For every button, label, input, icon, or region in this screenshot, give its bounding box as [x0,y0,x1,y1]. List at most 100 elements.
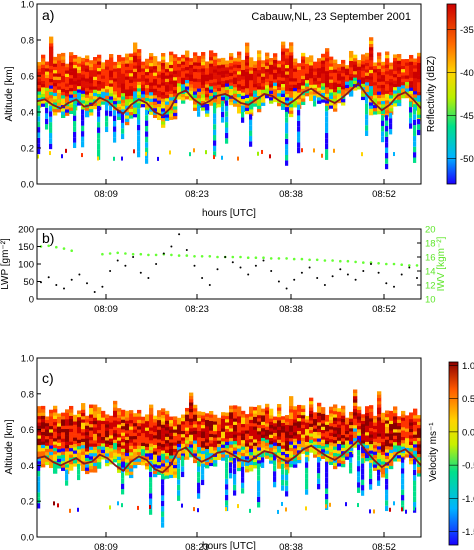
heatmap-cell [137,413,142,417]
heatmap-cell [157,64,162,69]
heatmap-cell [117,67,122,72]
heatmap-cell [209,50,214,54]
heatmap-cell [249,73,254,78]
heatmap-cell [145,104,150,108]
heatmap-cell [321,86,326,90]
heatmap-cell [209,79,214,84]
heatmap-cell [417,75,422,80]
heatmap-cell [169,455,174,459]
heatmap-cell [101,414,106,418]
heatmap-cell [393,501,395,506]
heatmap-cell [45,113,49,119]
heatmap-cell [325,61,330,65]
heatmap-cell [373,509,375,514]
heatmap-cell [141,71,146,75]
heatmap-cell [113,126,117,132]
heatmap-cell [85,55,90,59]
heatmap-cell [145,68,150,73]
heatmap-cell [273,455,277,461]
heatmap-cell [297,76,302,80]
heatmap-cell [133,426,138,430]
heatmap-cell [209,420,214,425]
heatmap-cell [297,456,302,460]
heatmap-cell [321,423,326,427]
heatmap-cell [225,89,230,94]
heatmap-cell [141,455,146,459]
heatmap-cell [129,82,134,87]
heatmap-cell [353,77,358,81]
heatmap-cell [37,105,41,111]
heatmap-cell [245,87,250,92]
panel-a-ylabel: Altitude [km] [4,66,15,121]
heatmap-cell [241,414,246,418]
heatmap-cell [245,91,250,95]
heatmap-cell [369,418,374,422]
heatmap-cell [97,439,102,443]
heatmap-cell [41,83,46,88]
heatmap-cell [409,77,414,82]
heatmap-cell [401,500,405,506]
heatmap-cell [225,473,229,479]
heatmap-cell [41,74,46,78]
heatmap-cell [57,419,62,424]
heatmap-cell [133,65,138,69]
heatmap-cell [389,417,394,421]
heatmap-cell [269,440,274,445]
heatmap-cell [193,52,198,56]
heatmap-cell [361,80,366,84]
heatmap-cell [157,435,162,440]
heatmap-cell [101,443,106,447]
heatmap-cell [37,497,41,504]
heatmap-cell [245,449,250,454]
heatmap-cell [57,416,62,421]
heatmap-cell [289,55,294,59]
heatmap-cell [145,430,150,435]
heatmap-cell [129,471,134,475]
heatmap-cell [357,435,362,439]
heatmap-cell [285,431,290,435]
heatmap-cell [113,439,118,444]
heatmap-cell [345,502,347,507]
heatmap-cell [341,92,346,96]
heatmap-cell [225,83,230,87]
heatmap-cell [249,438,254,443]
heatmap-cell [109,444,114,449]
heatmap-cell [369,421,374,425]
heatmap-cell [69,451,74,455]
heatmap-cell [277,509,279,514]
heatmap-cell [233,61,238,65]
heatmap-cell [129,108,134,113]
heatmap-cell [169,458,174,462]
heatmap-cell [97,93,102,98]
heatmap-cell [245,104,250,108]
heatmap-cell [121,102,126,107]
heatmap-cell [249,451,254,456]
heatmap-cell [217,103,222,108]
heatmap-cell [413,108,417,115]
heatmap-cell [137,135,141,142]
heatmap-cell [85,91,90,95]
heatmap-cell [269,424,274,429]
heatmap-cell [189,444,194,448]
heatmap-cell [225,468,229,474]
heatmap-cell [409,428,414,433]
heatmap-cell [37,137,41,144]
heatmap-cell [337,80,342,84]
heatmap-cell [161,453,166,457]
heatmap-cell [37,94,42,98]
iwv-point [408,264,411,267]
heatmap-cell [381,100,386,105]
heatmap-cell [329,419,334,424]
heatmap-cell [93,89,98,93]
heatmap-cell [229,72,234,77]
heatmap-cell [225,428,230,433]
heatmap-cell [341,412,346,416]
heatmap-cell [213,78,218,83]
heatmap-cell [197,420,202,425]
heatmap-cell [189,87,194,91]
heatmap-cell [125,452,130,457]
heatmap-cell [349,468,353,474]
heatmap-cell [125,413,130,418]
heatmap-cell [233,57,238,62]
